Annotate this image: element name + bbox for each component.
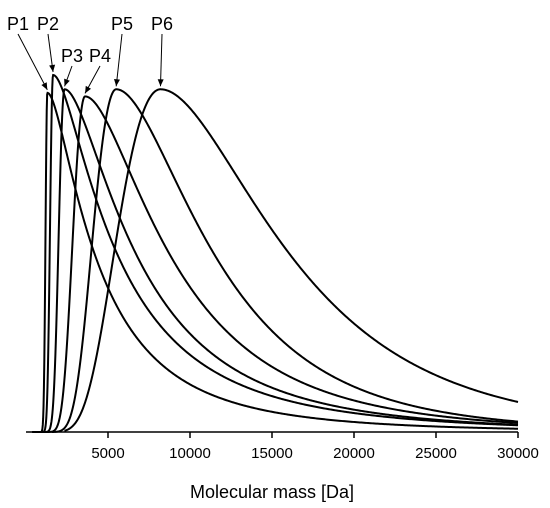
peak-arrowhead-p1: [41, 82, 48, 90]
peak-arrow-p6: [159, 33, 163, 87]
peak-label-p2: P2: [37, 14, 59, 34]
peak-arrowhead-p2: [49, 64, 56, 72]
x-tick-label: 15000: [251, 445, 293, 462]
peak-label-p1: P1: [7, 14, 29, 34]
series-line-p1: [32, 91, 519, 433]
peak-arrowhead-p6: [157, 79, 164, 87]
curves-group: [32, 73, 519, 433]
peak-arrowhead-p4: [85, 85, 92, 94]
series-line-p2: [33, 73, 519, 433]
x-tick-label: 5000: [91, 445, 124, 462]
peak-label-p4: P4: [89, 46, 111, 66]
x-tick-label: 30000: [497, 445, 539, 462]
peak-label-p6: P6: [151, 14, 173, 34]
peak-arrowhead-p3: [64, 78, 70, 87]
peak-label-p5: P5: [111, 14, 133, 34]
peak-label-p3: P3: [61, 46, 83, 66]
series-line-p6: [64, 88, 519, 432]
peak-arrow-p5: [115, 33, 123, 87]
series-line-p3: [37, 88, 519, 433]
series-line-p5: [51, 88, 519, 433]
peak-arrowhead-p5: [113, 78, 120, 87]
x-axis-label: Molecular mass [Da]: [190, 482, 354, 502]
series-line-p4: [42, 95, 519, 433]
peak-arrow-p1: [17, 33, 48, 91]
x-tick-label: 25000: [415, 445, 457, 462]
x-tick-label: 20000: [333, 445, 375, 462]
x-ticks-group: 5000 10000 15000 20000 25000 30000: [91, 432, 539, 462]
x-tick-label: 10000: [169, 445, 211, 462]
